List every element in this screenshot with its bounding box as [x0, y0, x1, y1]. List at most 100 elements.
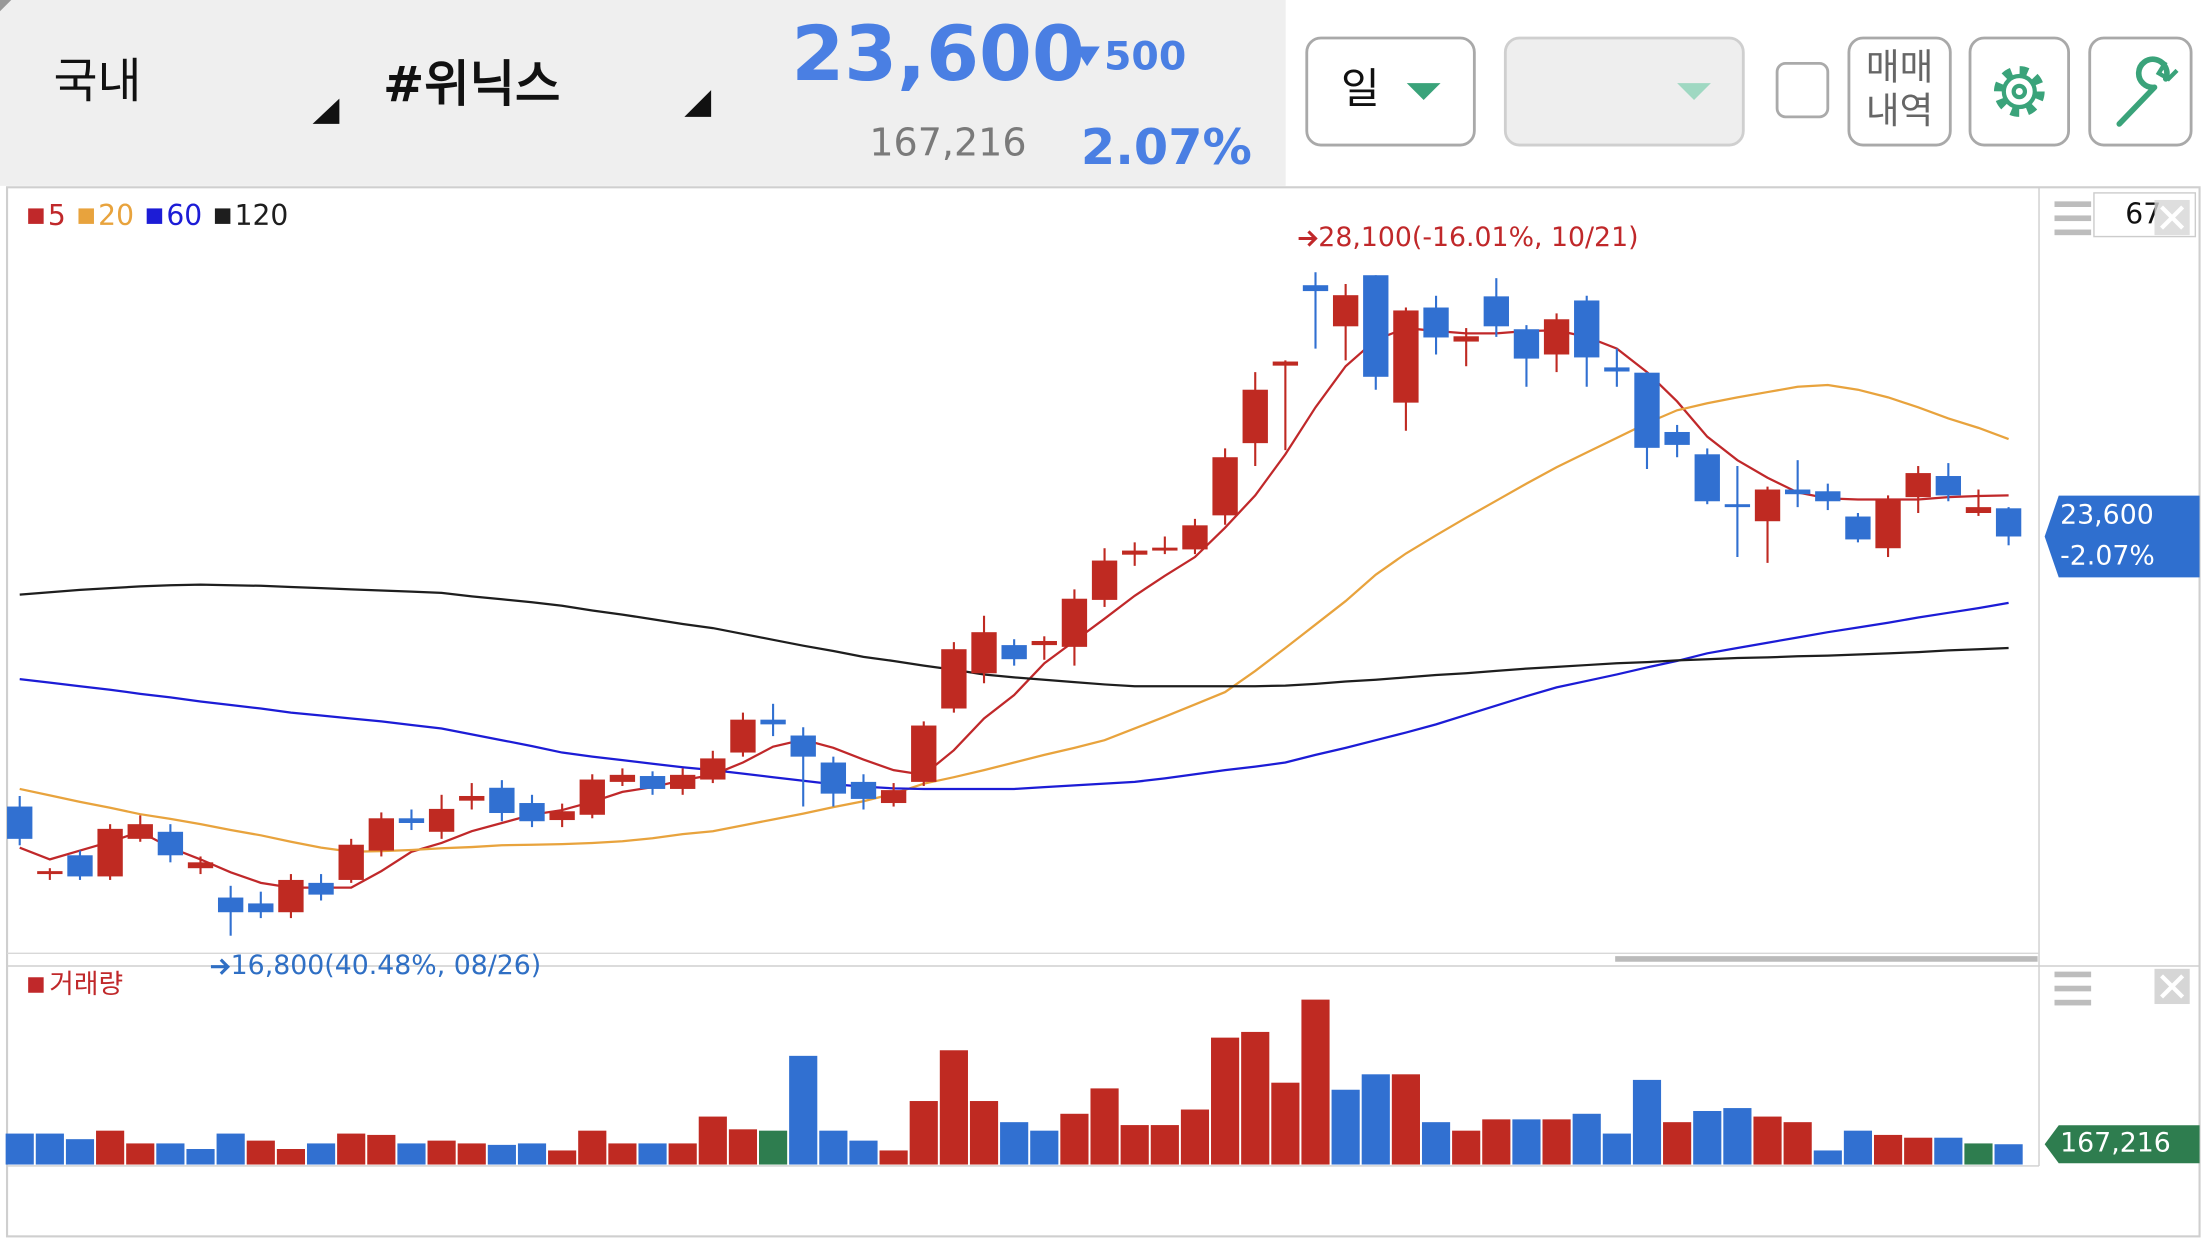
candle-body	[1031, 640, 1057, 646]
volume-bar	[1572, 1113, 1601, 1165]
candle-body	[338, 844, 364, 880]
volume-bar	[126, 1143, 155, 1165]
menu-bar[interactable]	[2054, 201, 2092, 207]
wrench-head[interactable]	[2155, 60, 2179, 82]
menu-icon[interactable]	[2054, 201, 2092, 1006]
candle-body	[820, 762, 847, 794]
volume-bar	[397, 1143, 426, 1165]
wrench-icon[interactable]	[2116, 56, 2170, 127]
volume-bar	[1241, 1031, 1270, 1165]
annotation-arrow	[1298, 230, 1318, 247]
candle-body	[1122, 550, 1148, 555]
volume-bar	[1180, 1109, 1210, 1165]
candle-body	[67, 855, 93, 877]
candle-body	[700, 758, 726, 780]
candle-body	[880, 790, 907, 804]
volume-bar	[1120, 1125, 1149, 1165]
menu-bar[interactable]	[2054, 999, 2092, 1006]
ma-line	[19, 583, 2009, 688]
settings-button[interactable]	[1968, 36, 2070, 147]
candle-body	[459, 795, 485, 801]
candle-body	[489, 787, 515, 814]
menu-bar[interactable]	[2054, 971, 2092, 978]
volume-bar	[1421, 1122, 1451, 1165]
volume-bar	[306, 1143, 336, 1165]
candle-body	[1513, 329, 1540, 359]
candle-body	[248, 903, 274, 913]
volume-bar	[1150, 1125, 1179, 1165]
legend-swatch	[78, 208, 94, 224]
period-label[interactable]: 일	[1341, 64, 1380, 113]
candle-body	[1182, 525, 1208, 550]
gear-hole[interactable]	[2011, 83, 2028, 100]
dropdown-caret[interactable]	[1406, 83, 1441, 100]
volume-bar	[759, 1130, 788, 1165]
checkbox[interactable]	[1775, 61, 1830, 119]
candle-body	[519, 803, 545, 822]
dropdown-caret[interactable]	[1677, 83, 1711, 100]
candle-body	[127, 824, 153, 839]
volume-bar	[35, 1133, 64, 1165]
candle-body	[639, 776, 666, 789]
candle-body	[187, 862, 214, 869]
volume-bar	[1693, 1110, 1722, 1165]
volume-bar	[578, 1130, 607, 1165]
menu-bar[interactable]	[2054, 229, 2092, 236]
volume-bar	[608, 1143, 637, 1165]
candle-body	[1815, 491, 1841, 502]
tools-button[interactable]	[2088, 36, 2193, 147]
panel-title: 거래량	[49, 969, 123, 1000]
tag-label: -2.07%	[2060, 540, 2155, 571]
volume-bar	[487, 1144, 516, 1165]
candle-body	[157, 831, 184, 856]
empty-dropdown[interactable]	[1503, 36, 1745, 147]
period-button[interactable]	[1305, 36, 1476, 147]
volume-bar	[1211, 1037, 1240, 1165]
volume-bar	[156, 1143, 185, 1165]
candle-body	[1754, 489, 1781, 522]
history-label[interactable]: 매매	[1866, 45, 1933, 88]
volume-bar	[1391, 1074, 1420, 1165]
volume-bar	[96, 1130, 125, 1165]
history-label[interactable]: 내역	[1866, 89, 1933, 132]
volume-bar	[879, 1150, 908, 1165]
candle-body	[730, 719, 756, 753]
volume-bar	[668, 1143, 697, 1165]
gear-teeth[interactable]	[1993, 66, 2045, 117]
menu-bar[interactable]	[2054, 215, 2092, 222]
annotation-arrow	[210, 958, 231, 975]
volume-bar	[939, 1050, 968, 1165]
volume-bar	[1904, 1137, 1933, 1165]
candle-body	[1272, 361, 1299, 366]
volume-bar	[909, 1101, 938, 1165]
volume-bar	[1090, 1088, 1119, 1165]
candle-body	[790, 735, 816, 757]
volume-bar	[1331, 1089, 1360, 1165]
market-select[interactable]: 국내	[54, 54, 142, 109]
close-x[interactable]	[2160, 205, 2185, 230]
candle-body	[1242, 389, 1268, 444]
volume-bar	[1994, 1144, 2023, 1165]
candle-body	[1363, 275, 1389, 377]
candle-body	[1001, 645, 1027, 660]
candle-body	[911, 725, 937, 782]
volume-bar	[1000, 1122, 1029, 1165]
gear-ring[interactable]	[2001, 73, 2037, 110]
candle-body	[1332, 295, 1359, 327]
history-button[interactable]	[1847, 36, 1952, 147]
candle-body	[941, 649, 967, 709]
volume-bar	[276, 1149, 306, 1165]
menu-bar[interactable]	[2054, 985, 2092, 992]
candle-body	[1393, 310, 1419, 403]
candle-body	[670, 774, 696, 789]
close-x[interactable]	[2160, 974, 2185, 999]
candle-body	[1784, 489, 1811, 495]
volume-bar	[367, 1134, 396, 1165]
stock-select[interactable]: #위닉스	[383, 55, 560, 113]
volume-bar	[457, 1143, 486, 1165]
candle-body	[1212, 457, 1238, 516]
candle-body	[217, 897, 244, 913]
price-change: 500	[1104, 34, 1186, 80]
volume-bar	[1934, 1137, 1963, 1165]
candle-body	[1694, 454, 1720, 502]
